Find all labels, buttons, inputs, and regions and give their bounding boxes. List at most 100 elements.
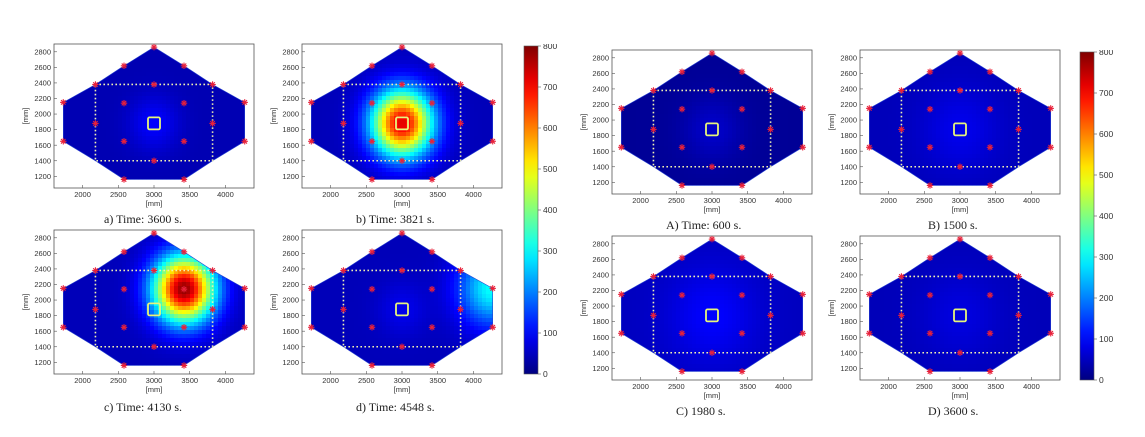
y-tick-label: 1400 [282,342,299,351]
colorbar-tick-label: 200 [1099,293,1113,303]
sensor-marker [398,81,406,88]
x-tick-label: 4000 [217,190,234,199]
colorbar-tick-label: 600 [543,123,557,133]
sensor-marker [241,285,248,292]
x-tick-label: 4000 [217,376,234,385]
y-tick-label: 2800 [34,47,51,56]
heatmap-C: 2000 2500 3000 3500 4000 1200 1400 1600 1800 2000… [579,235,813,400]
sensor-marker [898,126,905,133]
x-tick-label: 2000 [632,196,649,205]
caption-d: d) Time: 4548 s. [356,400,435,414]
sensor-marker [1047,144,1054,151]
y-tick-label: 2600 [840,69,857,78]
x-tick-label: 3500 [429,376,446,385]
colorbar-tick-label: 0 [543,369,548,379]
y-tick-label: 2400 [282,265,299,274]
sensor-marker [457,306,464,313]
sensor-marker [150,267,158,274]
x-axis-label: [mm] [394,199,411,208]
x-tick-label: 3500 [181,376,198,385]
sensor-marker [650,87,657,94]
x-tick-label: 3000 [952,196,969,205]
burner-square [953,308,967,323]
panel-c: 2000 2500 3000 3500 4000 1200 1400 1600 1800 2000… [21,224,260,401]
sensor-marker [799,144,806,151]
domain-outline [868,238,1051,372]
colorbar-left: 0 100 200 300 400 500 600 700 800 [522,41,562,389]
sensor-marker [340,306,347,313]
x-tick-label: 3500 [739,382,756,391]
y-tick-label: 1600 [34,327,51,336]
x-tick-label: 2500 [110,376,127,385]
y-tick-label: 2200 [840,100,857,109]
y-tick-label: 2000 [840,302,857,311]
sensor-marker [986,368,994,375]
sensor-marker [986,254,994,261]
y-tick-label: 2200 [592,286,609,295]
sensor-marker [1047,330,1054,337]
sensor-marker [368,285,376,293]
sensor-marker [489,324,496,331]
colorbar-tick-label: 400 [543,205,557,215]
colorbar-tick-label: 800 [543,44,557,51]
sensor-marker [340,81,347,88]
x-tick-label: 3000 [704,196,721,205]
y-tick-label: 2200 [282,280,299,289]
sensor-marker [209,267,216,274]
sensor-marker [1047,291,1054,298]
y-tick-label: 1400 [282,156,299,165]
sensor-marker [180,176,188,183]
sensor-marker [926,105,934,113]
y-tick-label: 2000 [34,296,51,305]
y-axis-label: [mm] [21,294,30,311]
sensor-marker [340,267,347,274]
sensor-marker [457,120,464,127]
x-tick-label: 2000 [74,376,91,385]
y-tick-label: 2600 [592,255,609,264]
colorbar-tick-label: 400 [1099,211,1113,221]
y-axis-label: [mm] [21,108,30,125]
sensor-marker [308,324,315,331]
y-tick-label: 2400 [34,79,51,88]
x-tick-label: 4000 [465,376,482,385]
y-tick-label: 2600 [592,69,609,78]
y-tick-label: 2200 [592,100,609,109]
sensor-marker [150,229,158,237]
sensor-marker [92,267,99,274]
domain-outline [310,232,493,366]
sensor-marker [738,291,746,299]
sensor-marker [241,99,248,106]
y-tick-label: 2600 [34,249,51,258]
sensor-marker [738,368,746,375]
sensor-marker [489,138,496,145]
sensor-marker [926,330,934,337]
y-tick-label: 2600 [840,255,857,264]
sensor-marker [428,324,436,331]
x-tick-label: 3500 [739,196,756,205]
sensor-marker [618,330,625,337]
sensor-marker [799,291,806,298]
x-tick-label: 2500 [110,190,127,199]
y-tick-label: 2800 [282,47,299,56]
panel-A: 2000 2500 3000 3500 4000 1200 1400 1600 1800 2000… [579,44,818,221]
y-tick-label: 2000 [592,302,609,311]
sensor-marker [866,330,873,337]
x-tick-label: 3500 [987,196,1004,205]
x-axis-label: [mm] [952,391,969,400]
x-tick-label: 4000 [1023,196,1040,205]
y-tick-label: 1800 [282,311,299,320]
sensor-marker [678,254,686,261]
sensor-marker [618,105,625,112]
y-tick-label: 1600 [840,147,857,156]
x-tick-label: 2500 [916,196,933,205]
domain-outline [620,238,803,372]
sensor-marker [898,87,905,94]
sensor-marker [956,49,964,57]
panel-C: 2000 2500 3000 3500 4000 1200 1400 1600 1800 2000… [579,230,818,407]
y-axis-label: [mm] [269,294,278,311]
sensor-marker [926,291,934,299]
domain-outline [868,52,1051,186]
caption-b: b) Time: 3821 s. [356,212,435,226]
sensor-marker [767,126,774,133]
